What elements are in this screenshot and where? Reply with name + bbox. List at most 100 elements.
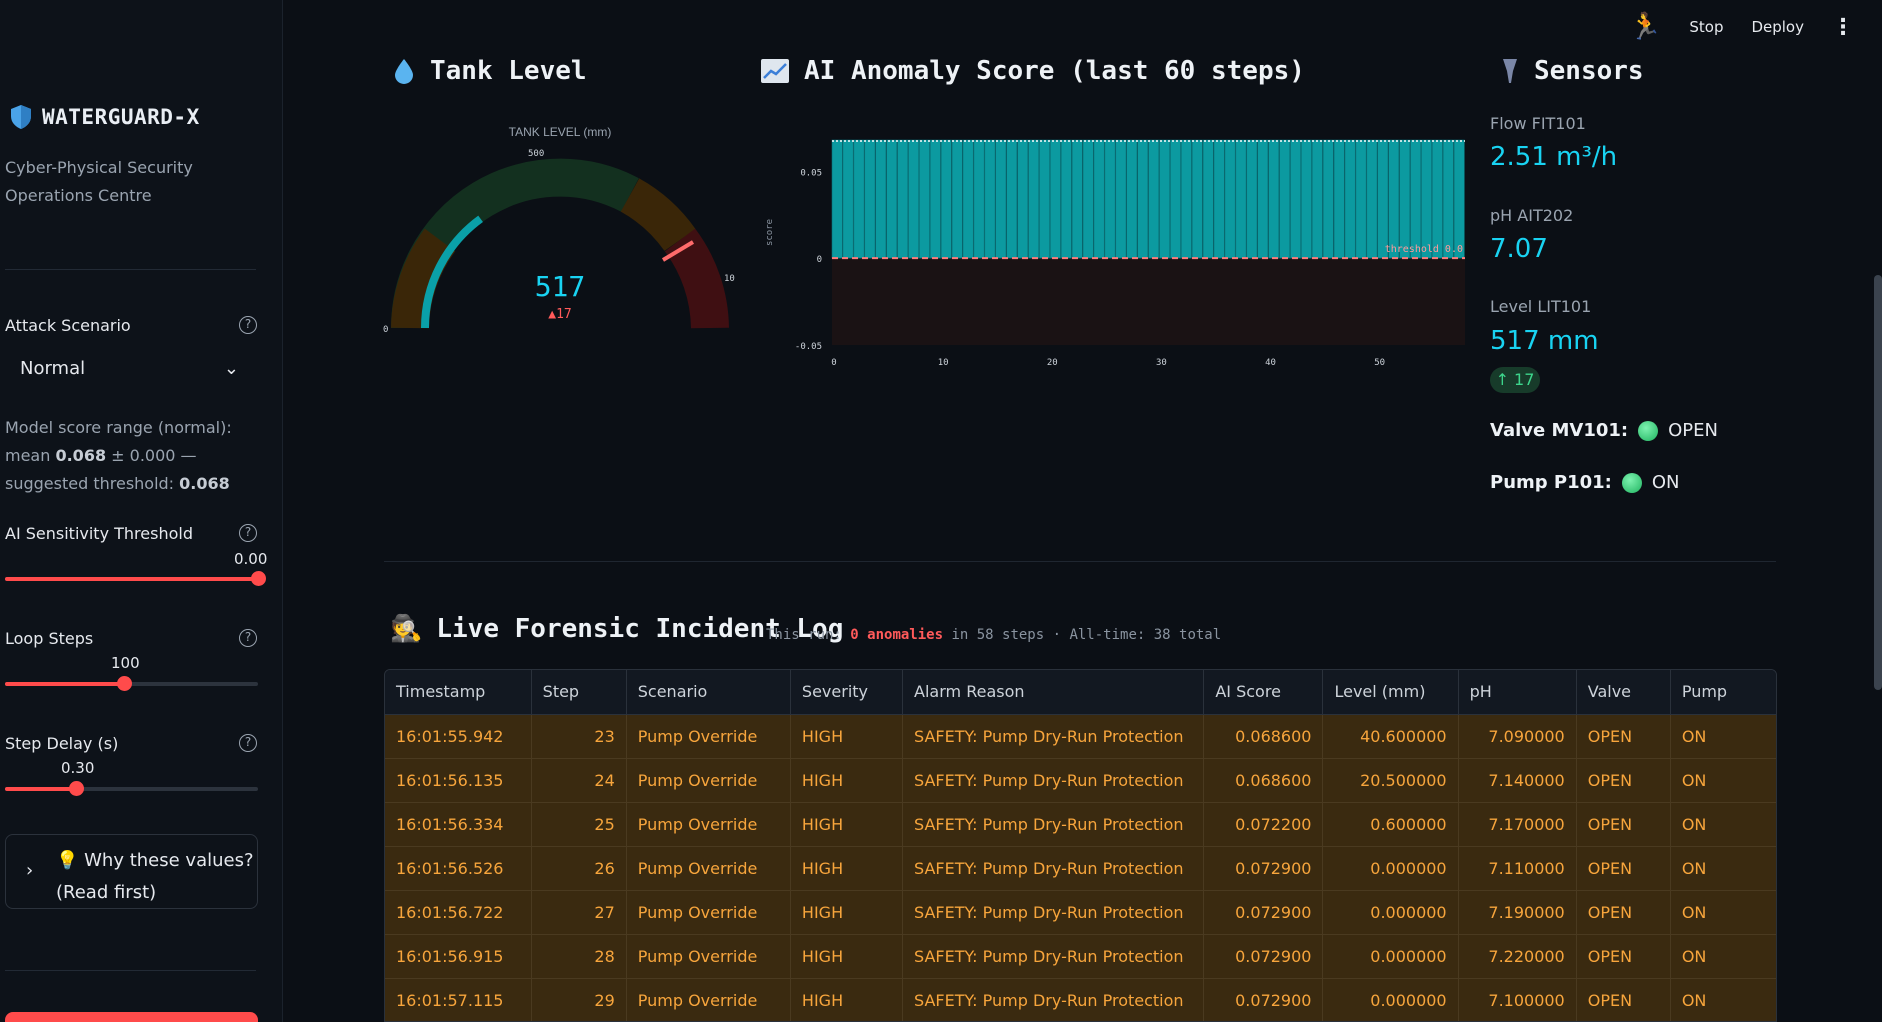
- water-drop-icon: [395, 59, 413, 84]
- score-bar: [995, 139, 1007, 259]
- score-bar: [853, 139, 865, 259]
- score-bar: [1246, 139, 1258, 259]
- attack-scenario-value: Normal: [20, 358, 86, 379]
- gauge-band-red: [664, 228, 729, 329]
- table-cell: 7.220000: [1458, 934, 1577, 979]
- slider-handle[interactable]: [251, 571, 266, 586]
- table-cell: 7.100000: [1458, 978, 1577, 1021]
- loop-steps-slider[interactable]: [5, 676, 258, 691]
- gauge-inner-left: [391, 228, 456, 329]
- table-cell: ON: [1670, 846, 1776, 891]
- score-bar: [1279, 139, 1291, 259]
- slider-fill: [5, 577, 258, 581]
- table-cell: 0.072200: [1203, 802, 1324, 847]
- scrollbar[interactable]: [1874, 275, 1882, 690]
- sensitivity-slider[interactable]: [5, 571, 266, 586]
- chevron-right-icon: ›: [26, 860, 34, 881]
- primary-button[interactable]: [5, 1012, 258, 1022]
- score-bar: [1322, 139, 1334, 259]
- score-bar: [908, 139, 920, 259]
- incident-table[interactable]: Timestamp Step Scenario Severity Alarm Reaso…: [384, 669, 1777, 1022]
- score-bar: [842, 139, 854, 259]
- column-header[interactable]: Valve: [1576, 670, 1671, 715]
- table-row[interactable]: 16:01:56.135 24 Pump Override HIGH SAFETY: P…: [385, 758, 1776, 803]
- table-row[interactable]: 16:01:56.526 26 Pump Override HIGH SAFETY: P…: [385, 846, 1776, 891]
- table-cell: 0.072900: [1203, 978, 1324, 1021]
- step-delay-value: 0.30: [61, 759, 95, 777]
- table-row[interactable]: 16:01:56.334 25 Pump Override HIGH SAFETY: P…: [385, 802, 1776, 847]
- score-bar: [1093, 139, 1105, 259]
- table-cell: 0.600000: [1322, 802, 1459, 847]
- column-header[interactable]: AI Score: [1203, 670, 1324, 715]
- gauge-title: TANK LEVEL (mm): [509, 125, 612, 139]
- pump-status: Pump P101: ON: [1490, 472, 1680, 493]
- column-header[interactable]: pH: [1458, 670, 1577, 715]
- slider-handle[interactable]: [116, 676, 132, 691]
- why-values-expander[interactable]: › 💡 Why these values? (Read first): [5, 834, 258, 909]
- column-header[interactable]: Level (mm): [1322, 670, 1459, 715]
- anomaly-chart: threshold 0.0 0.05 0 -0.05 0 10 20 30 40 50 score: [765, 139, 1465, 368]
- level-delta-badge: ↑ 17: [1490, 367, 1540, 393]
- table-cell: ON: [1670, 890, 1776, 935]
- table-row[interactable]: 16:01:57.115 29 Pump Override HIGH SAFETY: P…: [385, 978, 1776, 1021]
- sensitivity-value: 0.00: [234, 550, 268, 568]
- table-cell: Pump Override: [626, 714, 791, 759]
- table-cell: 0.000000: [1322, 978, 1459, 1021]
- column-header[interactable]: Step: [531, 670, 627, 715]
- loop-steps-label: Loop Steps: [5, 629, 94, 648]
- step-delay-slider[interactable]: [5, 781, 258, 796]
- attack-scenario-select[interactable]: Normal ⌄: [5, 352, 257, 388]
- below-threshold-region: [832, 258, 1465, 345]
- table-cell: 0.068600: [1203, 714, 1324, 759]
- score-bar: [1355, 139, 1367, 259]
- column-header[interactable]: Timestamp: [385, 670, 532, 715]
- table-row[interactable]: 16:01:56.915 28 Pump Override HIGH SAFETY: P…: [385, 934, 1776, 979]
- table-cell: 0.000000: [1322, 890, 1459, 935]
- deploy-button[interactable]: Deploy: [1751, 18, 1804, 36]
- score-bar: [1366, 139, 1378, 259]
- slider-handle[interactable]: [68, 781, 84, 796]
- score-bar: [1344, 139, 1356, 259]
- score-bar: [1148, 139, 1160, 259]
- score-bar: [1159, 139, 1171, 259]
- sidebar: WATERGUARD-X Cyber-Physical Security Ope…: [0, 0, 283, 1022]
- table-cell: HIGH: [790, 714, 904, 759]
- table-cell: OPEN: [1576, 978, 1671, 1021]
- stop-button[interactable]: Stop: [1689, 18, 1724, 36]
- loop-steps-value: 100: [111, 654, 140, 672]
- score-bar: [1017, 139, 1029, 259]
- table-cell: 16:01:55.942: [385, 714, 532, 759]
- table-cell: ON: [1670, 802, 1776, 847]
- score-bar: [1431, 139, 1443, 259]
- score-bar: [1082, 139, 1094, 259]
- score-bar: [1049, 139, 1061, 259]
- table-row[interactable]: 16:01:55.942 23 Pump Override HIGH SAFETY: P…: [385, 714, 1776, 759]
- table-cell: HIGH: [790, 846, 904, 891]
- table-cell: 7.190000: [1458, 890, 1577, 935]
- help-icon[interactable]: ?: [239, 524, 257, 542]
- detective-icon: 🕵: [390, 614, 423, 644]
- score-bar: [1410, 139, 1422, 259]
- table-cell: OPEN: [1576, 714, 1671, 759]
- score-bar: [1388, 139, 1400, 259]
- table-cell: 7.170000: [1458, 802, 1577, 847]
- score-bar: [984, 139, 996, 259]
- help-icon[interactable]: ?: [239, 734, 257, 752]
- menu-icon[interactable]: ⋮: [1832, 14, 1854, 40]
- threshold-label: threshold 0.0: [1385, 244, 1463, 255]
- divider: [5, 269, 256, 270]
- green-status-icon: [1621, 472, 1642, 493]
- help-icon[interactable]: ?: [239, 629, 257, 647]
- column-header[interactable]: Alarm Reason: [902, 670, 1205, 715]
- column-header[interactable]: Pump: [1670, 670, 1776, 715]
- column-header[interactable]: Severity: [790, 670, 904, 715]
- gauge-band-orange: [620, 178, 696, 252]
- level-value: 517 mm: [1490, 326, 1599, 356]
- score-bar: [1104, 139, 1116, 259]
- help-icon[interactable]: ?: [239, 316, 257, 334]
- green-status-icon: [1638, 420, 1659, 441]
- table-row[interactable]: 16:01:56.722 27 Pump Override HIGH SAFETY: P…: [385, 890, 1776, 935]
- column-header[interactable]: Scenario: [626, 670, 791, 715]
- table-cell: SAFETY: Pump Dry-Run Protection: [902, 846, 1205, 891]
- probe-icon: [1503, 59, 1517, 83]
